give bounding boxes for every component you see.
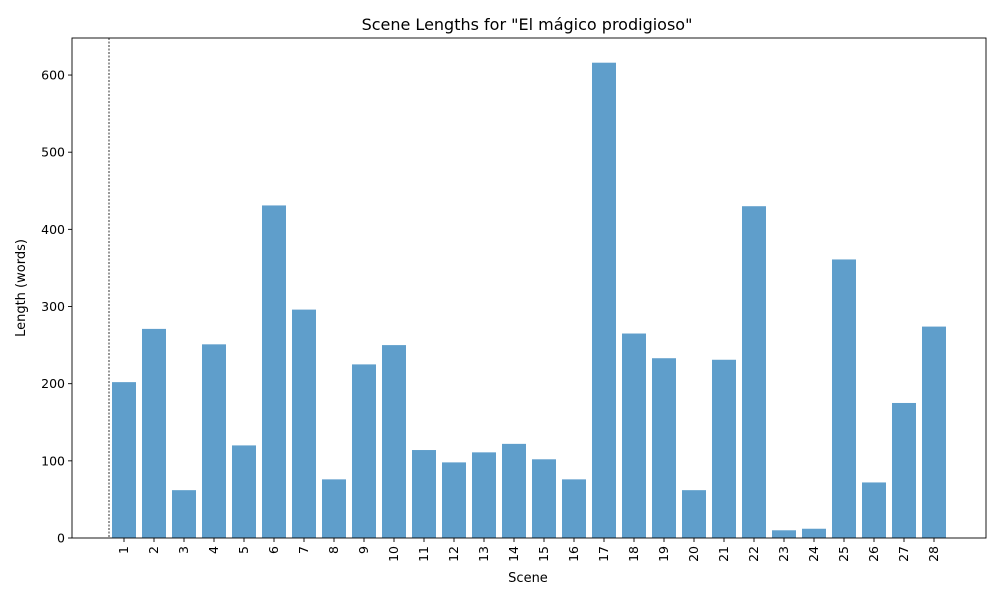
x-tick-label: 12 xyxy=(446,546,461,562)
y-tick-label: 300 xyxy=(41,299,65,314)
x-tick-label: 9 xyxy=(356,546,371,554)
x-axis-ticks: 1 2 3 4 5 6 7 8 9 10 11 12 13 14 15 16 17 18 19 20 21 22 23 24 2… xyxy=(116,538,941,562)
x-tick-label: 3 xyxy=(176,546,191,554)
bar-scene-28 xyxy=(922,326,946,538)
x-tick-label: 16 xyxy=(566,546,581,562)
x-tick-label: 28 xyxy=(926,546,941,562)
y-axis-label: Length (words) xyxy=(14,239,29,337)
bar-scene-14 xyxy=(502,443,526,538)
y-tick-label: 500 xyxy=(41,145,65,160)
bar-scene-20 xyxy=(682,490,706,538)
x-tick-label: 27 xyxy=(896,546,911,562)
x-tick-label: 10 xyxy=(386,546,401,562)
x-tick-label: 20 xyxy=(686,546,701,562)
x-tick-label: 26 xyxy=(866,546,881,562)
y-tick-label: 0 xyxy=(57,531,65,546)
y-tick-label: 100 xyxy=(41,453,65,468)
x-tick-label: 24 xyxy=(806,546,821,562)
x-tick-label: 8 xyxy=(326,546,341,554)
bar-scene-25 xyxy=(832,259,856,538)
bar-scene-7 xyxy=(292,309,316,538)
y-axis-ticks: 0 100 200 300 400 500 600 xyxy=(41,68,72,546)
x-tick-label: 6 xyxy=(266,546,281,554)
bar-scene-12 xyxy=(442,462,466,538)
y-tick-label: 600 xyxy=(41,68,65,83)
bar-scene-9 xyxy=(352,364,376,538)
x-tick-label: 21 xyxy=(716,546,731,562)
y-tick-label: 400 xyxy=(41,222,65,237)
x-tick-label: 1 xyxy=(116,546,131,554)
bar-scene-6 xyxy=(262,205,286,538)
bar-scene-18 xyxy=(622,333,646,538)
x-tick-label: 18 xyxy=(626,546,641,562)
bar-scene-4 xyxy=(202,344,226,538)
bar-scene-13 xyxy=(472,452,496,538)
x-axis-label: Scene xyxy=(508,571,548,586)
x-tick-label: 4 xyxy=(206,546,221,554)
chart-title: Scene Lengths for "El mágico prodigioso" xyxy=(362,15,693,34)
bar-scene-27 xyxy=(892,402,916,538)
bar-scene-1 xyxy=(112,382,136,538)
bar-scene-17 xyxy=(592,62,616,539)
bar-scene-3 xyxy=(172,490,196,538)
x-tick-label: 13 xyxy=(476,546,491,562)
x-tick-label: 11 xyxy=(416,546,431,562)
y-tick-label: 200 xyxy=(41,376,65,391)
bar-scene-19 xyxy=(652,358,676,538)
x-tick-label: 17 xyxy=(596,546,611,562)
x-tick-label: 25 xyxy=(836,546,851,562)
bars-group xyxy=(112,62,946,539)
x-tick-label: 7 xyxy=(296,546,311,554)
bar-scene-15 xyxy=(532,459,556,538)
bar-scene-24 xyxy=(802,528,826,538)
bar-scene-5 xyxy=(232,445,256,538)
bar-scene-21 xyxy=(712,359,736,538)
bar-scene-22 xyxy=(742,206,766,538)
x-tick-label: 22 xyxy=(746,546,761,562)
bar-scene-23 xyxy=(772,530,796,538)
bar-scene-16 xyxy=(562,479,586,538)
x-tick-label: 23 xyxy=(776,546,791,562)
bar-scene-8 xyxy=(322,479,346,538)
bar-scene-26 xyxy=(862,482,886,538)
bar-scene-2 xyxy=(142,328,166,538)
x-tick-label: 15 xyxy=(536,546,551,562)
x-tick-label: 14 xyxy=(506,546,521,562)
x-tick-label: 2 xyxy=(146,546,161,554)
x-tick-label: 19 xyxy=(656,546,671,562)
bar-scene-10 xyxy=(382,345,406,538)
x-tick-label: 5 xyxy=(236,546,251,554)
plot-frame xyxy=(71,37,987,539)
bar-scene-11 xyxy=(412,450,436,538)
